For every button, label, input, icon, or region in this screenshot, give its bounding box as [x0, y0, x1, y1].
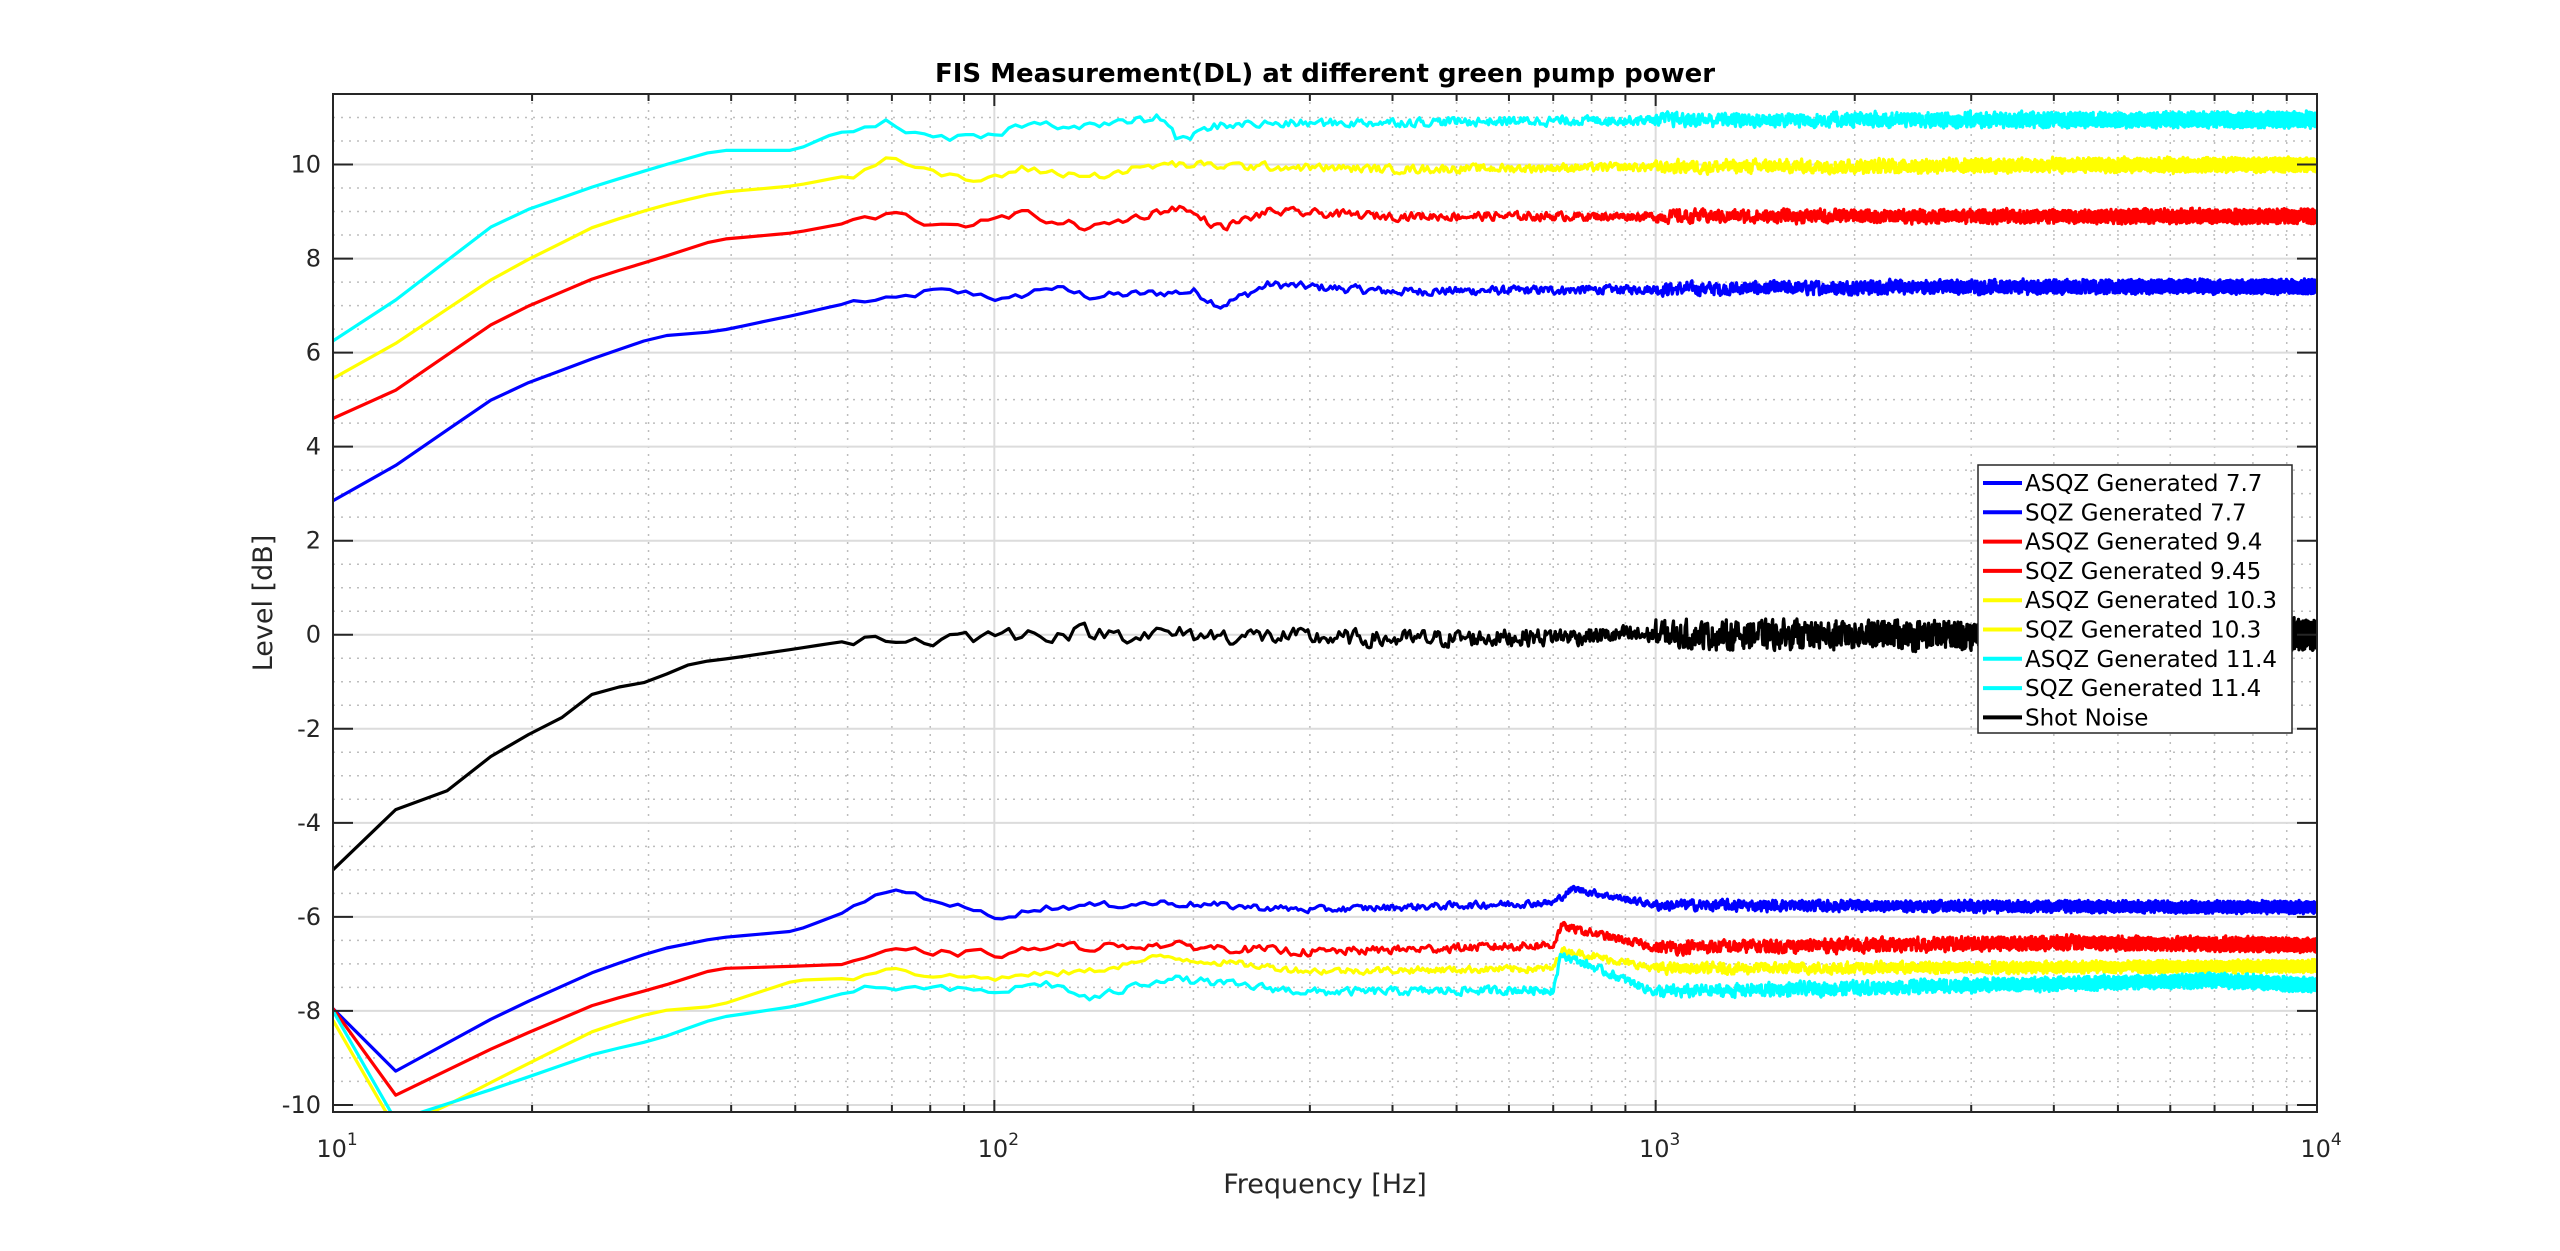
y-tick-labels: -10 -8 -6 -4 -2 0 2 4 6 8 10: [282, 151, 321, 1119]
legend-item[interactable]: ASQZ Generated 10.3: [1983, 588, 2277, 614]
series-line-4: [333, 155, 2317, 380]
legend-label: ASQZ Generated 11.4: [2025, 647, 2277, 673]
y-tick-label: -8: [297, 997, 321, 1025]
x-tick-label: 104: [2300, 1130, 2341, 1163]
legend-label: SQZ Generated 7.7: [2025, 500, 2247, 526]
chart-title: FIS Measurement(DL) at different green p…: [935, 59, 1715, 89]
legend-item[interactable]: SQZ Generated 10.3: [1983, 618, 2261, 644]
legend-label: ASQZ Generated 9.4: [2025, 530, 2262, 556]
legend-item[interactable]: ASQZ Generated 11.4: [1983, 647, 2277, 673]
x-axis-label: Frequency [Hz]: [1223, 1169, 1427, 1200]
y-tick-label: -10: [282, 1091, 321, 1119]
legend-item[interactable]: SQZ Generated 11.4: [1983, 676, 2261, 702]
y-tick-label: -6: [297, 903, 321, 931]
y-tick-label: 6: [306, 339, 321, 367]
legend-box: [1977, 464, 2293, 734]
legend-item[interactable]: SQZ Generated 9.45: [1983, 559, 2261, 585]
y-tick-label: -4: [297, 809, 321, 837]
x-tick-label: 102: [978, 1130, 1019, 1163]
series-line-2: [333, 204, 2317, 420]
y-tick-label: 2: [306, 527, 321, 555]
legend-item[interactable]: SQZ Generated 7.7: [1983, 500, 2247, 526]
x-tick-exponent: 4: [2331, 1130, 2342, 1150]
legend-item[interactable]: ASQZ Generated 7.7: [1983, 471, 2262, 497]
legend-label: SQZ Generated 9.45: [2025, 559, 2261, 585]
y-tick-label: 4: [306, 433, 321, 461]
axes-box: [332, 93, 2318, 1113]
y-tick-label: -2: [297, 715, 321, 743]
legend-label: ASQZ Generated 7.7: [2025, 471, 2262, 497]
legend-item[interactable]: Shot Noise: [1983, 705, 2148, 731]
series-line-1: [333, 884, 2317, 1073]
x-tick-labels: 101 102 103 104: [316, 1130, 2341, 1163]
y-tick-label: 10: [290, 151, 321, 179]
x-tick-exponent: 1: [347, 1130, 358, 1150]
x-tick-label: 101: [316, 1130, 357, 1163]
x-tick-base: 10: [1639, 1135, 1670, 1163]
legend-label: SQZ Generated 10.3: [2025, 618, 2261, 644]
legend-item[interactable]: ASQZ Generated 9.4: [1983, 530, 2262, 556]
series-line-0: [333, 277, 2317, 503]
legend-label: ASQZ Generated 10.3: [2025, 588, 2277, 614]
x-tick-label: 103: [1639, 1130, 1680, 1163]
x-tick-base: 10: [316, 1135, 347, 1163]
x-tick-exponent: 2: [1008, 1130, 1019, 1150]
legend-label: SQZ Generated 11.4: [2025, 676, 2261, 702]
series-line-3: [333, 920, 2317, 1097]
y-tick-label: 8: [306, 245, 321, 273]
series-line-5: [333, 946, 2317, 1112]
legend[interactable]: ASQZ Generated 7.7 SQZ Generated 7.7 ASQZ …: [1977, 464, 2293, 734]
minor-grid: [333, 93, 2317, 1112]
series-line-7: [333, 952, 2317, 1112]
y-tick-label: 0: [306, 621, 321, 649]
series-line-6: [333, 109, 2317, 343]
axis-ticks: [332, 94, 2317, 1112]
y-axis-label: Level [dB]: [248, 535, 279, 672]
x-tick-base: 10: [978, 1135, 1009, 1163]
x-tick-base: 10: [2300, 1135, 2331, 1163]
legend-label: Shot Noise: [2025, 705, 2148, 731]
x-tick-exponent: 3: [1670, 1130, 1681, 1150]
